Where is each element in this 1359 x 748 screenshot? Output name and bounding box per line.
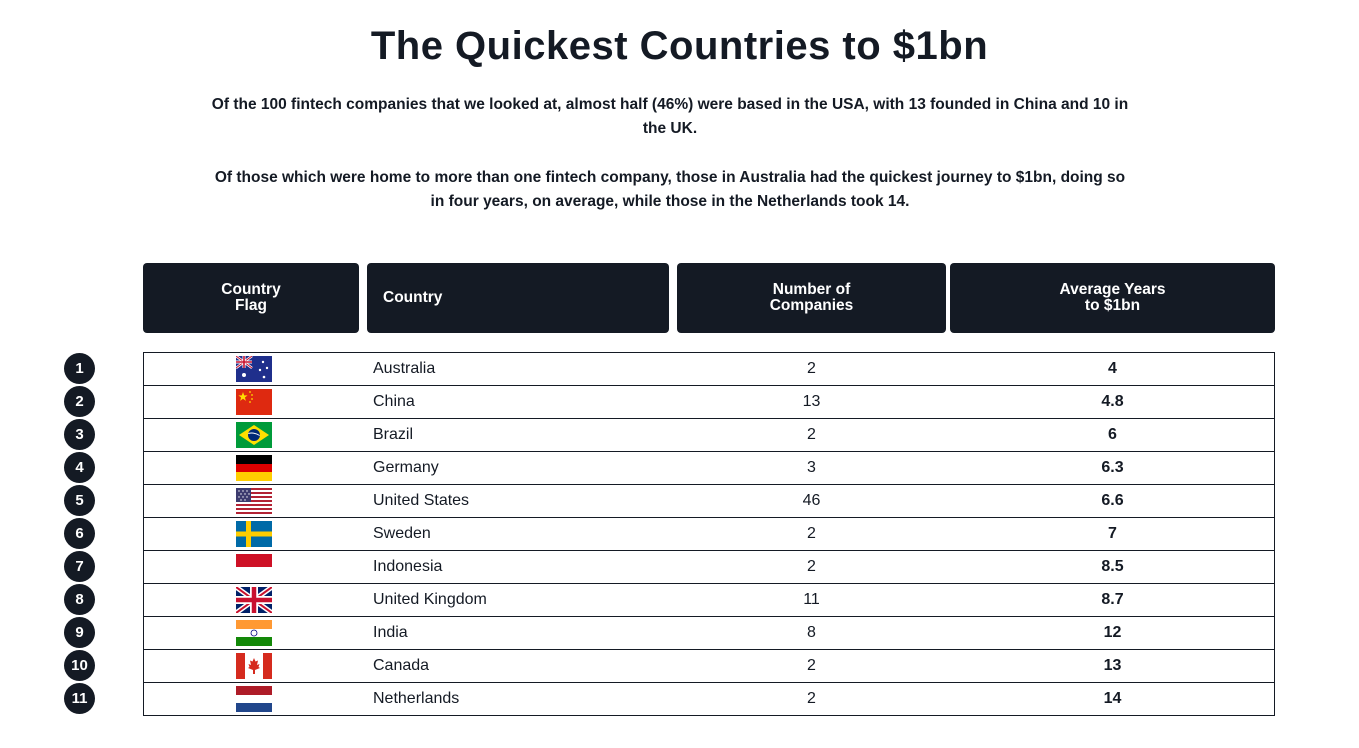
country-name: Canada <box>373 657 430 674</box>
header-country: Country <box>367 263 669 333</box>
country-name: China <box>373 393 415 410</box>
rank-badge: 8 <box>64 584 95 615</box>
country-name: Germany <box>373 459 439 476</box>
countries-table: Australia 2 4 China 13 4.8 Brazil 2 6 Germany 3 6.3… <box>143 352 1275 716</box>
header-country-flag: Country Flag <box>143 263 359 333</box>
average-years: 12 <box>1103 624 1122 641</box>
number-of-companies: 2 <box>807 426 816 443</box>
rank-badge: 11 <box>64 683 95 714</box>
number-of-companies: 2 <box>807 690 816 707</box>
number-of-companies: 3 <box>807 459 816 476</box>
country-name: Brazil <box>373 426 414 443</box>
table-row: Indonesia 2 8.5 <box>144 551 1274 584</box>
table-row: United States 46 6.6 <box>144 485 1274 518</box>
usa-flag-icon <box>236 485 272 517</box>
table-row: Sweden 2 7 <box>144 518 1274 551</box>
rank-badge: 10 <box>64 650 95 681</box>
average-years: 6.3 <box>1101 459 1124 476</box>
number-of-companies: 2 <box>807 657 816 674</box>
country-name: United Kingdom <box>373 591 487 608</box>
average-years: 14 <box>1103 690 1122 707</box>
header-number-of-companies: Number of Companies <box>677 263 946 333</box>
number-of-companies: 46 <box>802 492 821 509</box>
intro-paragraph: Of the 100 fintech companies that we loo… <box>211 96 1129 137</box>
canada-flag-icon <box>236 650 272 682</box>
brazil-flag-icon <box>236 419 272 451</box>
table-row: Australia 2 4 <box>144 353 1274 386</box>
country-name: Netherlands <box>373 690 460 707</box>
table-row: Canada 2 13 <box>144 650 1274 683</box>
page-title: The Quickest Countries to $1bn <box>370 24 989 68</box>
average-years: 4 <box>1108 360 1117 377</box>
indonesia-flag-icon <box>236 551 272 583</box>
number-of-companies: 13 <box>802 393 821 410</box>
rank-badge: 4 <box>64 452 95 483</box>
average-years: 13 <box>1103 657 1122 674</box>
number-of-companies: 11 <box>803 591 820 608</box>
number-of-companies: 2 <box>807 360 816 377</box>
germany-flag-icon <box>236 452 272 484</box>
china-flag-icon <box>236 386 272 418</box>
number-of-companies: 2 <box>807 525 816 542</box>
table-row: United Kingdom 11 8.7 <box>144 584 1274 617</box>
rank-badge: 2 <box>64 386 95 417</box>
average-years: 4.8 <box>1101 393 1124 410</box>
australia-flag-icon <box>236 353 272 385</box>
average-years: 6 <box>1108 426 1117 443</box>
sweden-flag-icon <box>236 518 272 550</box>
header-average-years: Average Years to $1bn <box>950 263 1275 333</box>
average-years: 7 <box>1108 525 1117 542</box>
netherlands-flag-icon <box>236 683 272 715</box>
country-name: Indonesia <box>373 558 443 575</box>
rank-badge: 9 <box>64 617 95 648</box>
table-row: India 8 12 <box>144 617 1274 650</box>
number-of-companies: 8 <box>807 624 816 641</box>
country-name: India <box>373 624 408 641</box>
rank-badge: 3 <box>64 419 95 450</box>
number-of-companies: 2 <box>807 558 816 575</box>
india-flag-icon <box>236 617 272 649</box>
table-row: Netherlands 2 14 <box>144 683 1274 715</box>
rank-badge: 6 <box>64 518 95 549</box>
country-name: Australia <box>373 360 436 377</box>
rank-badge: 1 <box>64 353 95 384</box>
summary-paragraph: Of those which were home to more than on… <box>214 169 1126 210</box>
average-years: 6.6 <box>1101 492 1124 509</box>
average-years: 8.7 <box>1101 591 1124 608</box>
table-row: China 13 4.8 <box>144 386 1274 419</box>
uk-flag-icon <box>236 584 272 616</box>
table-row: Brazil 2 6 <box>144 419 1274 452</box>
country-name: United States <box>373 492 470 509</box>
average-years: 8.5 <box>1101 558 1124 575</box>
table-row: Germany 3 6.3 <box>144 452 1274 485</box>
rank-badge: 5 <box>64 485 95 516</box>
country-name: Sweden <box>373 525 431 542</box>
rank-badge: 7 <box>64 551 95 582</box>
